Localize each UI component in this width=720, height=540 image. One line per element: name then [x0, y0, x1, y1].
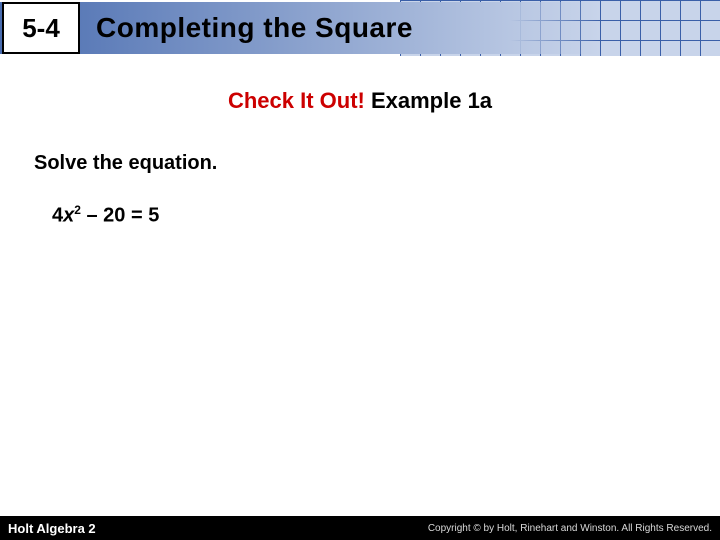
footer-book-title: Holt Algebra 2 — [8, 521, 96, 536]
instruction-text: Solve the equation. — [34, 152, 690, 175]
content-area: Check It Out! Example 1a Solve the equat… — [0, 70, 720, 238]
equation: 4x2 – 20 = 5 — [52, 203, 690, 228]
header-bar: 5-4 Completing the Square — [0, 2, 600, 54]
equation-variable: x — [63, 205, 74, 227]
subtitle-highlight: Check It Out! — [228, 88, 365, 113]
subtitle: Check It Out! Example 1a — [30, 88, 690, 114]
footer-copyright: Copyright © by Holt, Rinehart and Winsto… — [428, 523, 712, 534]
lesson-number-badge: 5-4 — [2, 2, 80, 54]
equation-rest: – 20 = 5 — [81, 205, 159, 227]
equation-coef: 4 — [52, 205, 63, 227]
subtitle-rest: Example 1a — [365, 88, 492, 113]
lesson-number: 5-4 — [22, 13, 60, 44]
equation-exponent: 2 — [74, 203, 81, 217]
footer-bar: Holt Algebra 2 Copyright © by Holt, Rine… — [0, 516, 720, 540]
lesson-title: Completing the Square — [96, 12, 413, 44]
